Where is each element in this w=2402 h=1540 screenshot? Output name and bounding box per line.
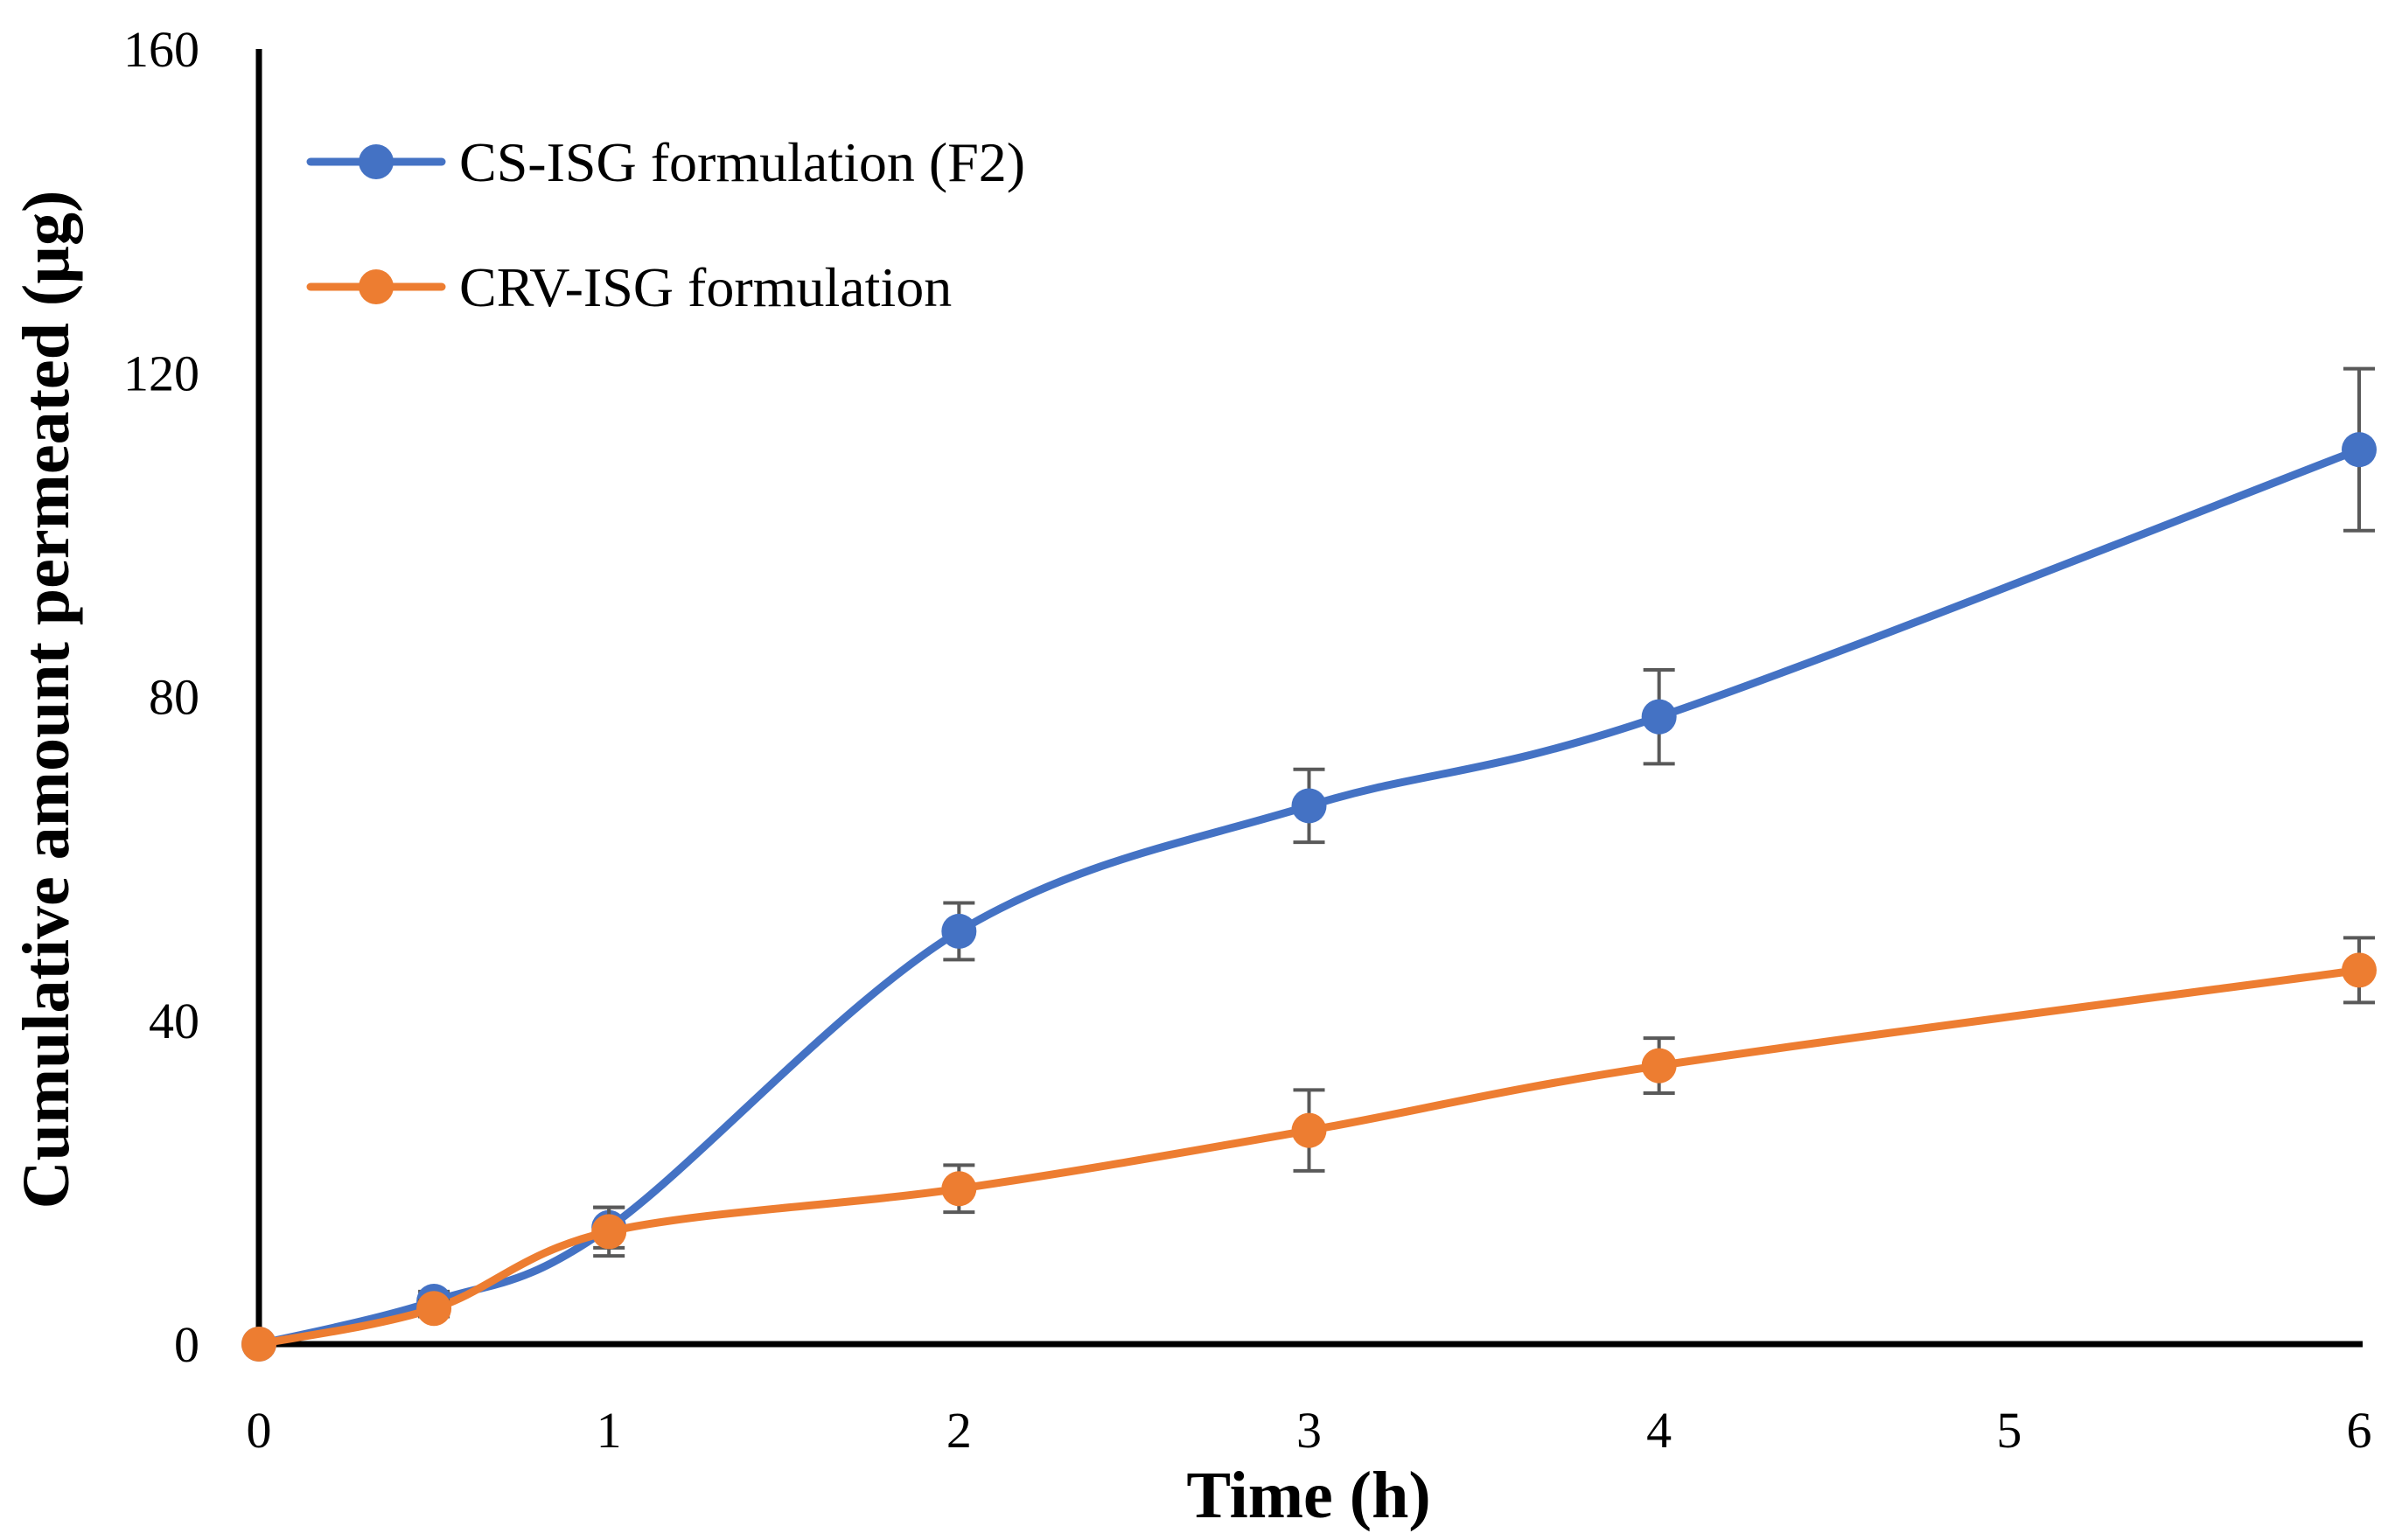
data-point bbox=[1641, 699, 1677, 735]
data-point bbox=[1641, 1048, 1677, 1084]
series-crv-isg bbox=[241, 936, 2377, 1362]
legend-marker bbox=[359, 269, 394, 304]
data-point bbox=[2342, 952, 2377, 988]
x-tick-label: 6 bbox=[2347, 1402, 2372, 1459]
series-line bbox=[255, 445, 2364, 1348]
tick-labels: 0 1 2 3 4 5 6 0 40 80 120 160 bbox=[123, 21, 2372, 1459]
x-tick-label: 1 bbox=[597, 1402, 622, 1459]
axes bbox=[255, 49, 2363, 1348]
data-point bbox=[941, 1171, 977, 1207]
y-tick-label: 40 bbox=[149, 993, 199, 1049]
y-tick-label: 160 bbox=[123, 21, 199, 78]
data-point bbox=[591, 1214, 627, 1250]
x-tick-label: 0 bbox=[247, 1402, 272, 1459]
data-point bbox=[241, 1327, 276, 1362]
x-tick-label: 3 bbox=[1296, 1402, 1322, 1459]
series-cs-isg bbox=[241, 366, 2377, 1362]
x-tick-label: 4 bbox=[1646, 1402, 1672, 1459]
legend-label: CS-ISG formulation (F2) bbox=[459, 131, 1025, 193]
data-point bbox=[416, 1291, 452, 1327]
legend-label: CRV-ISG formulation bbox=[459, 256, 952, 318]
x-tick-label: 5 bbox=[1996, 1402, 2021, 1459]
y-tick-label: 0 bbox=[174, 1316, 199, 1373]
legend: CS-ISG formulation (F2) CRV-ISG formulati… bbox=[306, 131, 1025, 318]
data-point bbox=[1291, 788, 1327, 824]
y-axis-title: Cumulative amount permeated (µg) bbox=[10, 191, 83, 1209]
x-tick-label: 2 bbox=[946, 1402, 972, 1459]
x-axis-title: Time (h) bbox=[1186, 1459, 1430, 1532]
series-group bbox=[241, 366, 2377, 1362]
data-point bbox=[2342, 432, 2377, 468]
data-point bbox=[941, 913, 977, 949]
legend-marker bbox=[359, 144, 394, 179]
series-line bbox=[255, 965, 2364, 1348]
y-tick-label: 120 bbox=[123, 345, 199, 401]
data-point bbox=[1291, 1112, 1327, 1148]
y-tick-label: 80 bbox=[149, 669, 199, 726]
